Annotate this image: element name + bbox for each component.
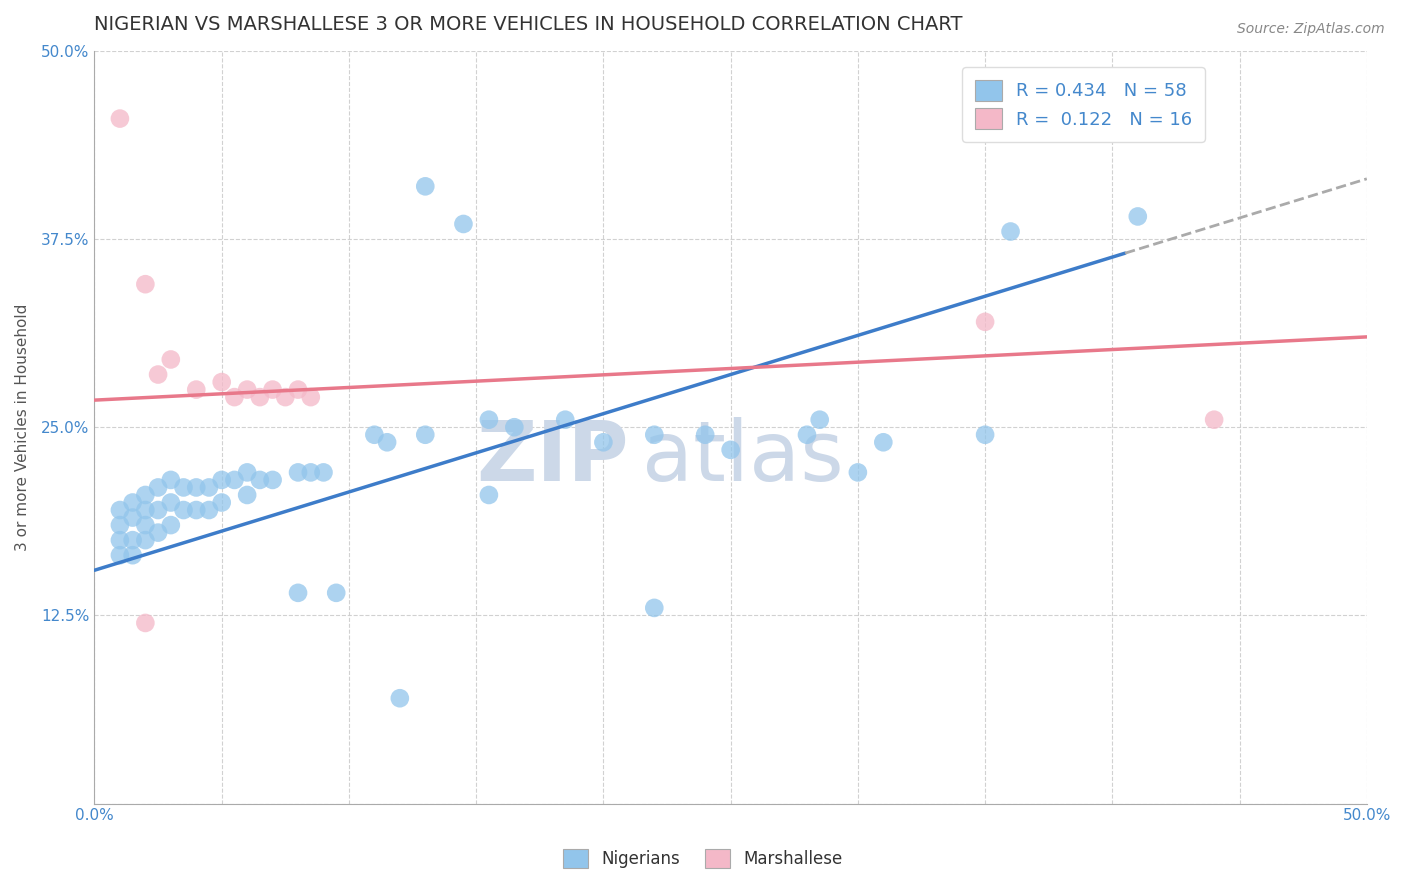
Point <box>1126 210 1149 224</box>
Point <box>173 480 195 494</box>
Point <box>503 420 526 434</box>
Point <box>121 495 143 509</box>
Point <box>159 352 181 367</box>
Point <box>643 600 665 615</box>
Point <box>108 503 131 517</box>
Point <box>695 427 717 442</box>
Point <box>363 427 385 442</box>
Point <box>198 480 221 494</box>
Point <box>846 466 869 480</box>
Point <box>173 503 195 517</box>
Point <box>159 518 181 533</box>
Y-axis label: 3 or more Vehicles in Household: 3 or more Vehicles in Household <box>15 303 30 551</box>
Point <box>249 390 271 404</box>
Point <box>211 473 233 487</box>
Point <box>108 533 131 548</box>
Point <box>236 466 259 480</box>
Point <box>121 533 143 548</box>
Point <box>236 488 259 502</box>
Point <box>974 315 997 329</box>
Point <box>1000 225 1022 239</box>
Point <box>134 518 156 533</box>
Point <box>413 427 436 442</box>
Point <box>134 503 156 517</box>
Legend: R = 0.434   N = 58, R =  0.122   N = 16: R = 0.434 N = 58, R = 0.122 N = 16 <box>962 68 1205 142</box>
Point <box>186 383 208 397</box>
Point <box>186 503 208 517</box>
Point <box>274 390 297 404</box>
Point <box>592 435 614 450</box>
Point <box>375 435 398 450</box>
Point <box>159 473 181 487</box>
Point <box>796 427 818 442</box>
Point <box>211 375 233 389</box>
Point <box>262 473 284 487</box>
Point <box>134 488 156 502</box>
Point <box>134 533 156 548</box>
Point <box>312 466 335 480</box>
Point <box>146 503 169 517</box>
Point <box>478 488 501 502</box>
Point <box>299 390 322 404</box>
Point <box>1204 413 1226 427</box>
Point <box>643 427 665 442</box>
Point <box>287 383 309 397</box>
Point <box>299 466 322 480</box>
Point <box>249 473 271 487</box>
Text: atlas: atlas <box>641 417 844 498</box>
Point <box>224 390 246 404</box>
Point <box>146 480 169 494</box>
Point <box>121 510 143 524</box>
Point <box>262 383 284 397</box>
Point <box>211 495 233 509</box>
Point <box>198 503 221 517</box>
Point <box>453 217 475 231</box>
Text: NIGERIAN VS MARSHALLESE 3 OR MORE VEHICLES IN HOUSEHOLD CORRELATION CHART: NIGERIAN VS MARSHALLESE 3 OR MORE VEHICL… <box>94 15 963 34</box>
Point <box>108 548 131 562</box>
Point <box>134 615 156 630</box>
Point <box>146 368 169 382</box>
Point <box>159 495 181 509</box>
Point <box>146 525 169 540</box>
Point <box>287 586 309 600</box>
Point <box>554 413 576 427</box>
Text: ZIP: ZIP <box>477 417 628 498</box>
Point <box>808 413 831 427</box>
Point <box>224 473 246 487</box>
Point <box>388 691 411 706</box>
Point <box>413 179 436 194</box>
Text: Source: ZipAtlas.com: Source: ZipAtlas.com <box>1237 22 1385 37</box>
Point <box>236 383 259 397</box>
Point <box>121 548 143 562</box>
Point <box>325 586 347 600</box>
Legend: Nigerians, Marshallese: Nigerians, Marshallese <box>557 842 849 875</box>
Point <box>720 442 742 457</box>
Point <box>872 435 894 450</box>
Point <box>108 518 131 533</box>
Point <box>478 413 501 427</box>
Point <box>287 466 309 480</box>
Point <box>974 427 997 442</box>
Point <box>186 480 208 494</box>
Point <box>108 112 131 126</box>
Point <box>134 277 156 292</box>
